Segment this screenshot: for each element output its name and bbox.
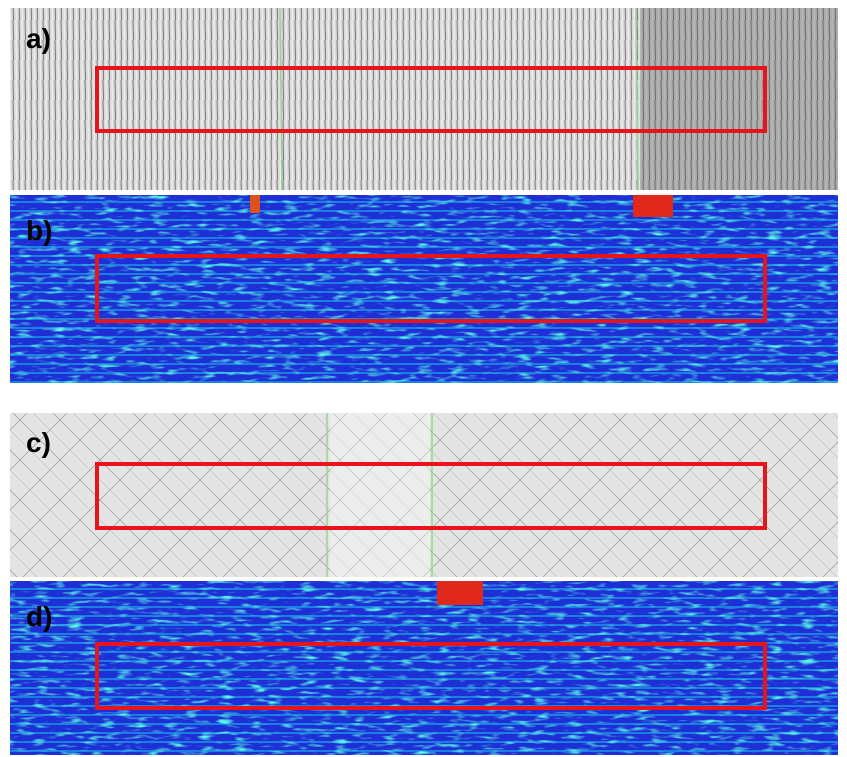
texture bbox=[10, 195, 838, 383]
seam bbox=[279, 7, 283, 191]
region-box bbox=[95, 462, 767, 530]
region-box bbox=[95, 254, 767, 323]
seam bbox=[635, 7, 639, 191]
panel-label: d) bbox=[26, 601, 52, 632]
panel-label: b) bbox=[26, 215, 52, 246]
panel-label: c) bbox=[26, 427, 51, 458]
texture bbox=[10, 581, 838, 755]
panel-image bbox=[10, 413, 838, 577]
hotspot bbox=[437, 581, 483, 605]
region-box bbox=[95, 642, 767, 710]
region-box bbox=[95, 66, 767, 133]
panel-image bbox=[10, 8, 838, 190]
hotspot bbox=[633, 195, 673, 217]
shade bbox=[640, 8, 838, 190]
hotspot bbox=[250, 195, 260, 213]
panel-label: a) bbox=[26, 23, 51, 54]
shade bbox=[330, 413, 430, 577]
